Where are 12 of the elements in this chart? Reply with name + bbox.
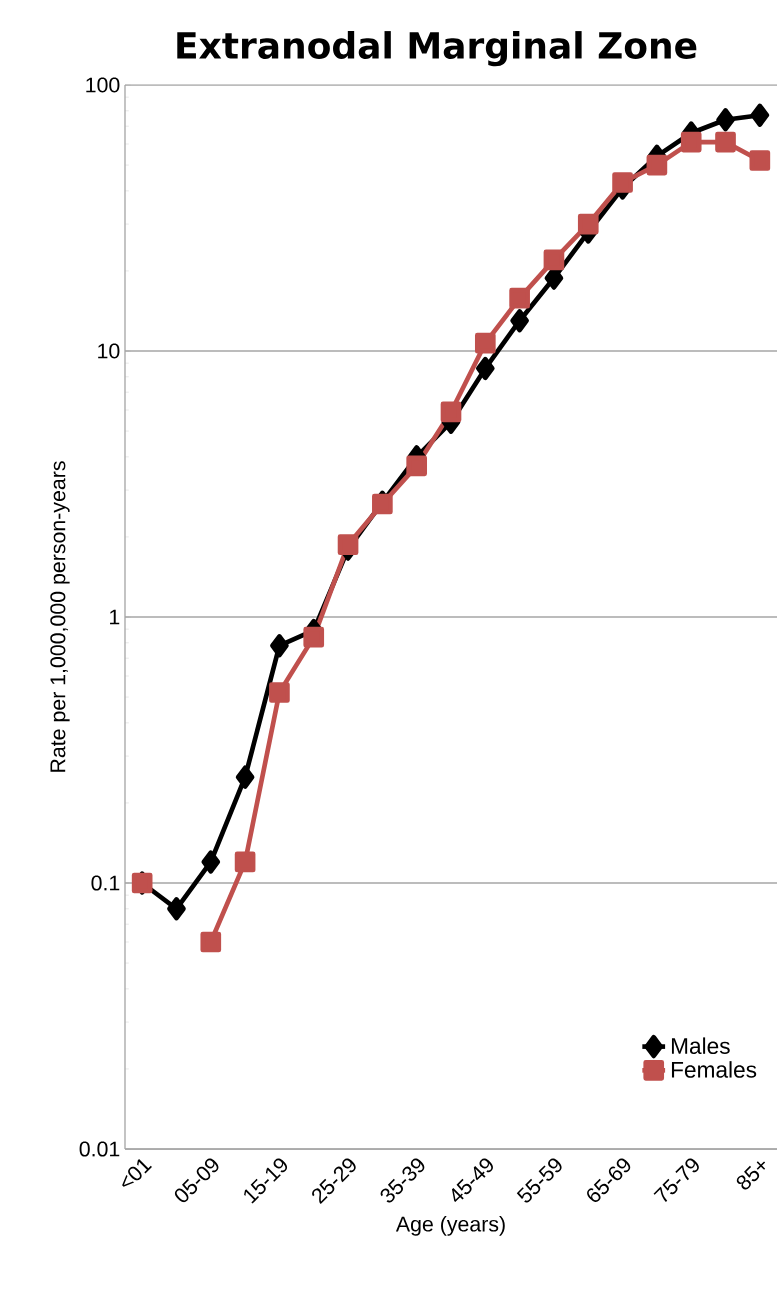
y-tick-label: 1 (110, 609, 120, 625)
y-tick-label: 0.1 (91, 875, 120, 891)
chart-title: Extranodal Marginal Zone (177, 31, 697, 67)
legend-label: Females (672, 1061, 757, 1078)
y-tick-label: 10 (98, 343, 120, 359)
y-axis-title: Rate per 1,000,000 person-years (50, 461, 70, 772)
legend-label: Males (672, 1037, 730, 1055)
y-tick-label: 0.01 (79, 1141, 120, 1157)
y-tick-label: 100 (86, 77, 120, 93)
x-tick-label: <01 (122, 1159, 153, 1187)
x-axis-title: Age (years) (396, 1215, 505, 1236)
x-tick-label: 85+ (736, 1161, 766, 1190)
